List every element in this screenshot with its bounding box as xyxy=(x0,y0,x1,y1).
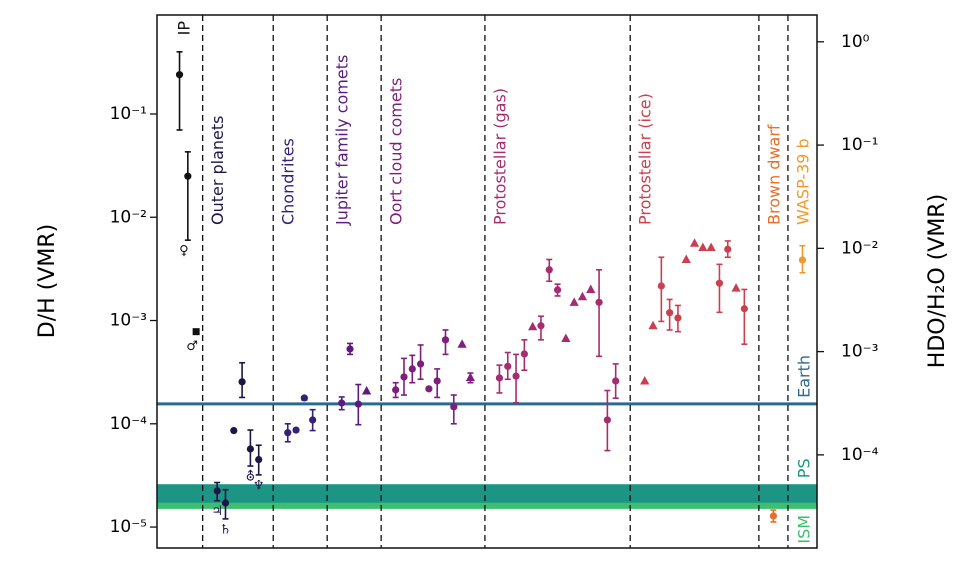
marker xyxy=(674,314,682,322)
marker xyxy=(561,333,571,342)
y-tick-label: 10⁻² xyxy=(110,207,147,227)
marker xyxy=(338,399,346,407)
y2-axis-title: HDO/H₂O (VMR) xyxy=(925,194,950,368)
point-label: ♀ xyxy=(179,244,189,259)
marker xyxy=(798,256,807,264)
marker xyxy=(724,245,732,253)
marker xyxy=(577,291,588,301)
marker xyxy=(648,320,658,330)
marker xyxy=(706,242,716,251)
marker xyxy=(553,286,562,294)
marker xyxy=(666,309,674,317)
marker xyxy=(255,456,263,464)
region-label: Brown dwarf xyxy=(764,124,783,225)
point-label: ⛢ xyxy=(246,470,256,485)
marker xyxy=(392,386,400,394)
marker xyxy=(238,378,246,386)
plot-frame xyxy=(156,14,818,549)
region-label: Chondrites xyxy=(279,138,298,225)
marker xyxy=(689,238,700,247)
error-bar xyxy=(716,263,723,314)
y-tick-label: 10⁻⁵ xyxy=(110,517,147,537)
region-label: Protostellar (ice) xyxy=(636,93,655,225)
marker xyxy=(537,322,545,330)
marker xyxy=(740,305,748,313)
marker xyxy=(640,375,650,385)
marker xyxy=(284,429,292,437)
marker xyxy=(545,266,553,274)
region-label: Outer planets xyxy=(208,115,227,225)
marker xyxy=(569,297,579,306)
marker xyxy=(603,416,611,424)
y-tick-label: 10⁻¹ xyxy=(110,104,147,124)
marker xyxy=(213,487,221,495)
marker xyxy=(586,284,596,293)
point-label: ♂ xyxy=(186,339,198,354)
marker xyxy=(425,385,433,393)
marker xyxy=(346,345,354,353)
error-bar xyxy=(184,151,191,241)
region-label: Oort cloud comets xyxy=(387,78,406,225)
marker xyxy=(520,350,528,358)
marker xyxy=(715,279,724,287)
region-label: IP xyxy=(175,21,194,36)
error-bar xyxy=(596,268,603,358)
marker xyxy=(221,499,230,507)
point-label: ♄ xyxy=(220,522,232,537)
marker xyxy=(769,512,778,520)
marker xyxy=(292,426,300,434)
reference-label: Earth xyxy=(795,355,814,398)
marker xyxy=(528,321,538,331)
region-label: WASP-39 b xyxy=(793,138,812,225)
error-bar xyxy=(741,288,748,345)
marker xyxy=(465,372,475,382)
y2-tick-label: 10⁻⁴ xyxy=(841,445,879,465)
marker xyxy=(731,283,741,292)
y2-tick-label: 10⁻¹ xyxy=(841,135,878,155)
reference-band xyxy=(157,484,817,504)
marker xyxy=(504,362,512,370)
marker xyxy=(595,298,603,306)
marker xyxy=(495,374,504,382)
marker xyxy=(354,400,362,408)
marker xyxy=(362,385,372,395)
marker xyxy=(400,373,408,381)
y2-tick-label: 10⁰ xyxy=(841,32,870,52)
marker xyxy=(408,365,416,373)
marker xyxy=(246,445,254,453)
marker xyxy=(433,377,441,385)
marker xyxy=(681,254,691,263)
marker xyxy=(300,394,308,402)
marker xyxy=(612,377,620,385)
marker xyxy=(192,328,200,336)
region-label: Protostellar (gas) xyxy=(490,88,509,225)
reference-label: ISM xyxy=(795,515,814,544)
marker xyxy=(457,339,467,348)
reference-label: PS xyxy=(795,458,814,478)
marker xyxy=(416,360,425,368)
y2-tick-label: 10⁻² xyxy=(841,238,878,258)
marker xyxy=(441,336,450,344)
reference-band xyxy=(157,502,817,509)
point-label: ♃ xyxy=(211,504,223,519)
point-label: ♆ xyxy=(253,478,265,493)
marker xyxy=(450,403,458,411)
y-tick-label: 10⁻³ xyxy=(110,311,147,331)
marker xyxy=(230,426,238,435)
marker xyxy=(175,71,184,79)
y-tick-label: 10⁻⁴ xyxy=(110,414,148,434)
y-axis-title: D/H (VMR) xyxy=(35,224,60,338)
marker xyxy=(698,242,708,251)
marker xyxy=(512,372,520,380)
y2-tick-label: 10⁻³ xyxy=(841,342,878,362)
marker xyxy=(184,172,192,180)
region-label: Jupiter family comets xyxy=(333,55,352,226)
marker xyxy=(657,282,665,290)
marker xyxy=(309,416,317,424)
error-bar xyxy=(176,51,183,131)
